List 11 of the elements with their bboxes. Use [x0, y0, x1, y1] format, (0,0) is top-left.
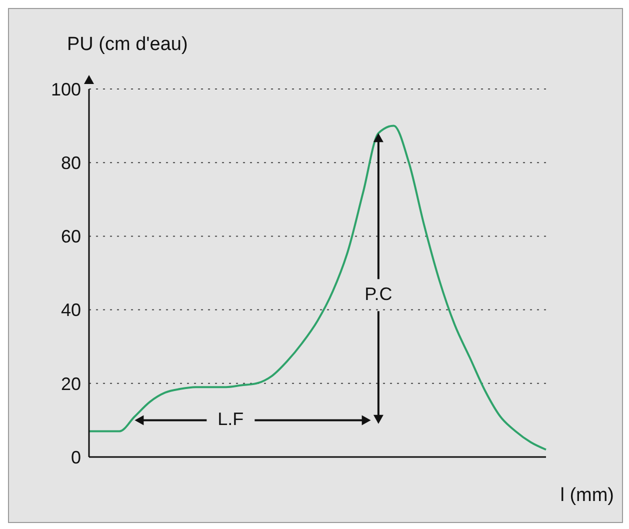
annotation: L.F	[218, 408, 244, 429]
y-tick-label: 100	[50, 79, 81, 100]
y-axis-title: PU (cm d'eau)	[67, 34, 188, 56]
y-tick-label: 0	[70, 447, 81, 468]
x-axis-title: l (mm)	[560, 485, 614, 507]
annotation: P.C	[364, 284, 392, 304]
y-tick-label: 80	[60, 152, 81, 173]
line-series	[88, 124, 547, 451]
y-tick-label: 60	[60, 226, 81, 247]
y-tick-label: 20	[60, 374, 81, 394]
y-tick-label: 40	[60, 300, 81, 320]
